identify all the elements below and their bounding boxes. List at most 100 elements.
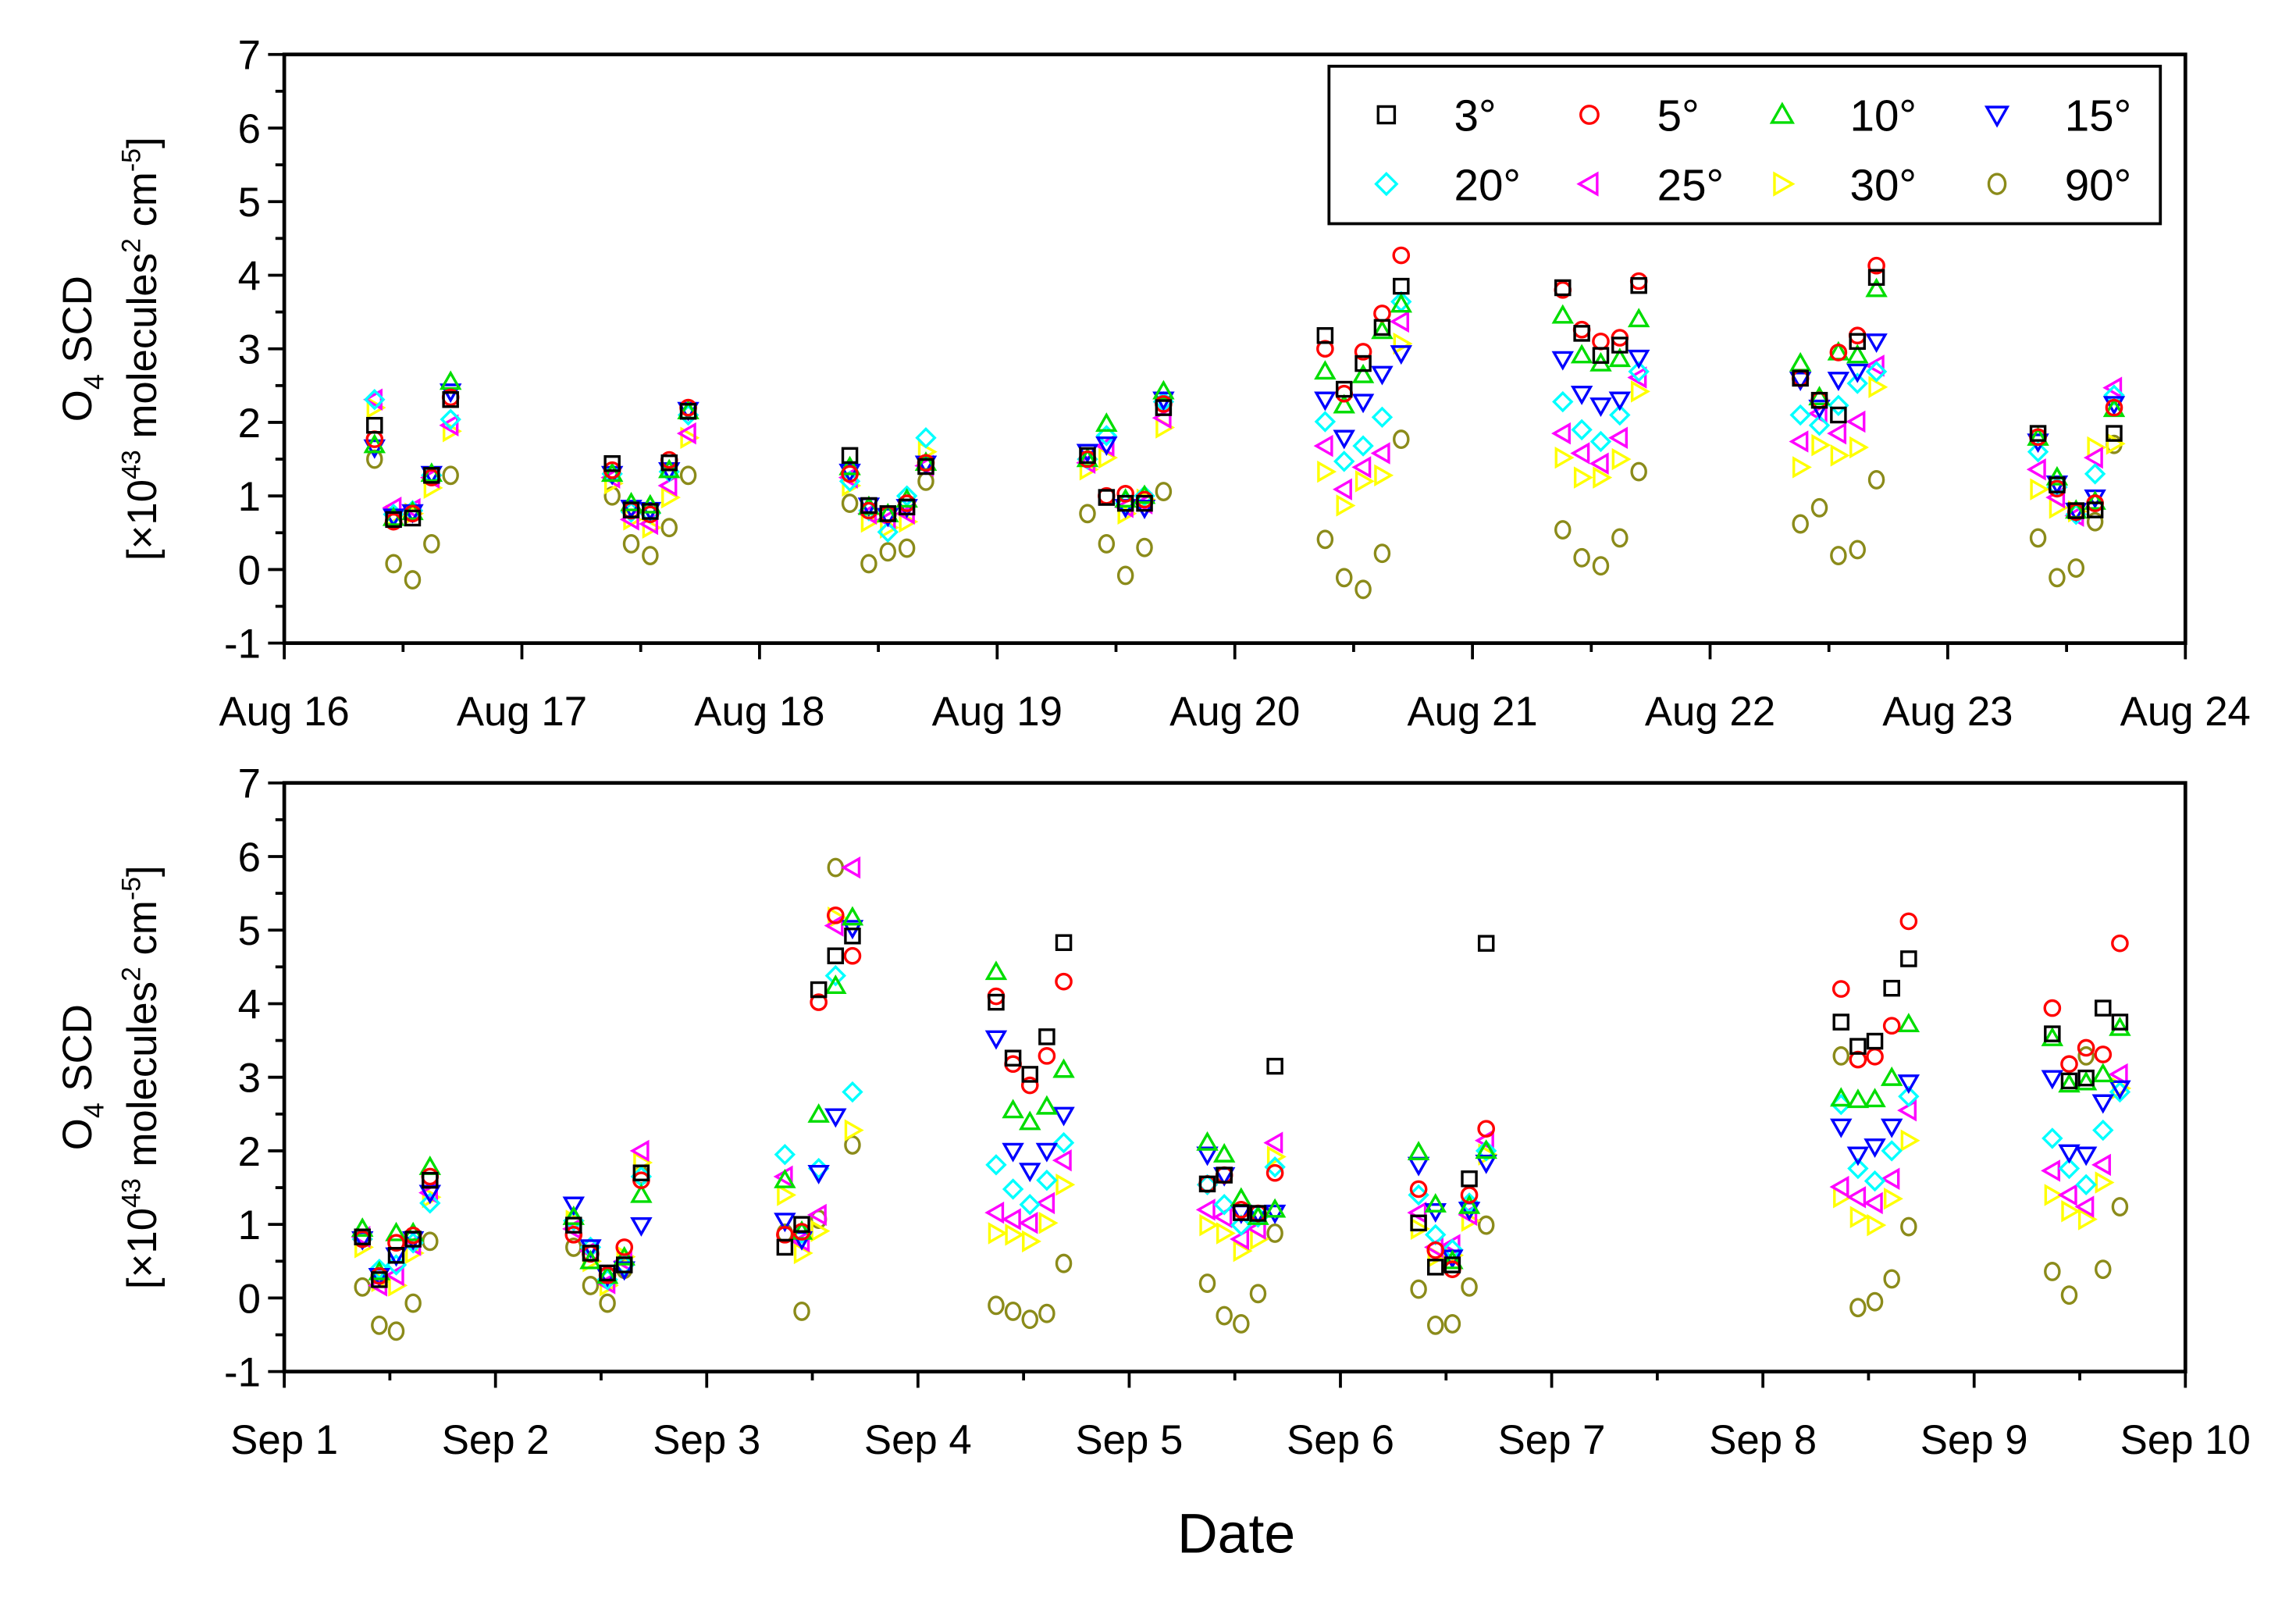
x-tick-label: Sep 10 xyxy=(2120,1417,2251,1463)
legend-item: 25° xyxy=(1576,160,1724,209)
data-point xyxy=(1832,1045,1850,1066)
data-point xyxy=(1627,366,1647,389)
data-point xyxy=(363,439,386,459)
data-point xyxy=(1608,426,1629,449)
data-point xyxy=(565,1216,582,1234)
data-point xyxy=(1592,347,1610,364)
data-point xyxy=(1373,319,1391,337)
data-point xyxy=(1611,528,1629,548)
y-tick-label: 0 xyxy=(238,1276,261,1322)
data-point xyxy=(1427,1315,1444,1335)
data-point xyxy=(1832,1013,1850,1031)
data-point xyxy=(1810,497,1828,518)
data-point xyxy=(1627,308,1650,328)
data-point xyxy=(2030,478,2050,500)
data-point xyxy=(2026,458,2046,481)
data-point xyxy=(2074,1146,2098,1167)
data-point xyxy=(1098,534,1116,554)
data-point xyxy=(827,907,845,924)
data-point xyxy=(1611,337,1629,354)
legend-box xyxy=(1327,64,2163,226)
data-point xyxy=(419,1192,441,1214)
x-tick-label: Sep 4 xyxy=(864,1417,972,1463)
data-point xyxy=(1424,1193,1447,1213)
data-point xyxy=(1827,372,1850,392)
data-point xyxy=(1019,1110,1041,1131)
data-point xyxy=(1371,406,1394,429)
data-point xyxy=(984,1201,1005,1224)
data-point xyxy=(2077,1208,2098,1231)
data-point xyxy=(1427,1259,1444,1276)
data-point xyxy=(1573,547,1590,568)
data-point xyxy=(1035,1191,1055,1215)
data-point xyxy=(1866,1291,1884,1312)
data-point xyxy=(1810,391,1828,409)
data-point xyxy=(562,1196,586,1216)
data-point xyxy=(1867,256,1885,275)
data-point xyxy=(1354,470,1375,493)
data-point xyxy=(824,974,847,995)
data-point xyxy=(824,1108,847,1128)
y-axis-title-line2: [×1043 molecules2 cm-5] xyxy=(116,865,166,1289)
data-point xyxy=(774,1168,796,1188)
data-point xyxy=(2092,1119,2114,1142)
data-point xyxy=(1266,1057,1283,1075)
data-point xyxy=(1808,399,1831,419)
x-tick-label: Sep 7 xyxy=(1498,1417,1606,1463)
data-point xyxy=(1335,568,1353,588)
data-point xyxy=(1830,1087,1853,1107)
data-point xyxy=(2060,1055,2078,1074)
x-tick-label: Sep 9 xyxy=(1920,1417,2028,1463)
data-point xyxy=(1333,394,1355,414)
data-point xyxy=(1035,1142,1059,1163)
data-point xyxy=(2109,1080,2131,1100)
data-point xyxy=(1019,1194,1041,1216)
data-point xyxy=(1020,1076,1039,1095)
data-point xyxy=(1611,447,1632,471)
data-point xyxy=(1589,430,1612,453)
data-point xyxy=(1079,504,1096,524)
data-point xyxy=(660,454,678,472)
data-point xyxy=(777,1184,797,1206)
data-point xyxy=(679,403,697,420)
data-point xyxy=(1570,386,1593,405)
data-point xyxy=(1001,1208,1021,1231)
data-point xyxy=(1216,1305,1233,1326)
data-point xyxy=(1475,1139,1497,1159)
data-point xyxy=(366,416,383,434)
data-point xyxy=(2105,398,2123,417)
data-point xyxy=(2074,1070,2098,1091)
data-point xyxy=(824,914,844,937)
data-point xyxy=(1789,372,1812,392)
data-point xyxy=(622,534,640,554)
data-point xyxy=(1880,1066,1903,1086)
data-point xyxy=(984,960,1008,981)
data-point xyxy=(2111,1197,2129,1216)
data-point xyxy=(1038,1303,1055,1323)
data-point xyxy=(404,1231,422,1248)
data-point xyxy=(1897,1074,1920,1095)
data-point xyxy=(1410,1279,1427,1299)
data-point xyxy=(1443,1313,1461,1334)
series-3deg xyxy=(366,269,2123,529)
data-point xyxy=(1038,1047,1056,1065)
data-point xyxy=(2044,1184,2064,1206)
data-point xyxy=(1593,466,1613,489)
data-point xyxy=(371,1315,388,1335)
data-point xyxy=(2111,934,2129,953)
data-point xyxy=(599,1293,616,1313)
data-point xyxy=(1867,470,1885,490)
data-point xyxy=(1789,404,1811,426)
y-tick-label: 6 xyxy=(238,835,261,881)
data-point xyxy=(1846,410,1866,433)
data-point xyxy=(988,1295,1005,1316)
data-point xyxy=(1393,332,1413,355)
x-tick-label: Aug 24 xyxy=(2120,689,2251,735)
data-point xyxy=(1883,979,1900,997)
data-point xyxy=(423,467,440,484)
data-point xyxy=(1552,390,1574,413)
y-axis-title-line1: O4 SCD xyxy=(55,1004,109,1150)
data-point xyxy=(807,1103,830,1123)
x-tick-label: Aug 17 xyxy=(457,689,587,735)
x-tick-label: Aug 23 xyxy=(1882,689,2013,735)
